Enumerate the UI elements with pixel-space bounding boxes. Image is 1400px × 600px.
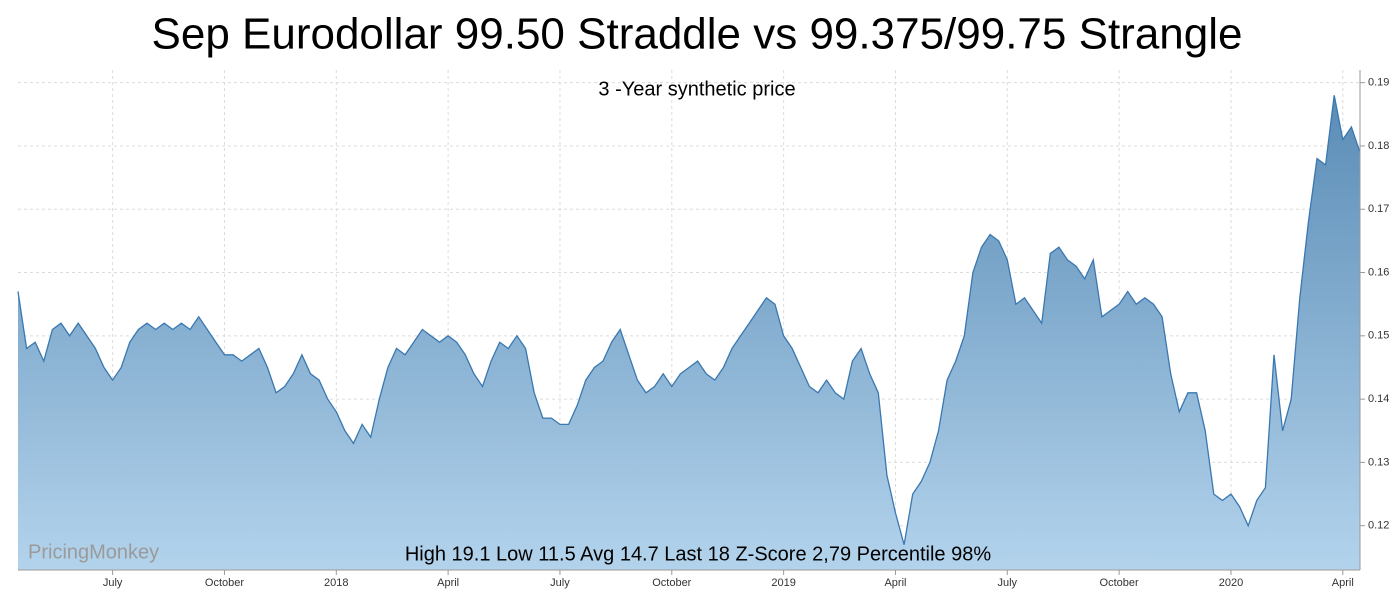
chart-subtitle: 3 -Year synthetic price (598, 78, 795, 100)
stats-annotation: High 19.1 Low 11.5 Avg 14.7 Last 18 Z-Sc… (405, 543, 992, 565)
x-tick-label: 2018 (324, 577, 348, 589)
x-tick-label: July (550, 577, 570, 589)
plot-area: 0.12 0.13 0.14 0.15 0.16 0.17 0.18 0.19 July Octo… (17, 70, 1389, 589)
series-line (17, 95, 1361, 545)
watermark: PricingMonkey (28, 541, 159, 563)
x-tick-label: 2020 (1219, 577, 1243, 589)
y-tick-label: 0.13 (1368, 456, 1389, 468)
x-tick-label: July (998, 577, 1018, 589)
x-tick-label: April (1332, 577, 1354, 589)
x-tick-label: October (205, 577, 244, 589)
y-tick-label: 0.19 (1368, 77, 1389, 89)
x-tick-label: April (884, 577, 906, 589)
y-tick-label: 0.18 (1368, 140, 1389, 152)
y-tick-label: 0.14 (1368, 393, 1389, 405)
chart-title: Sep Eurodollar 99.50 Straddle vs 99.375/… (152, 10, 1243, 59)
area-fill (18, 95, 1360, 571)
x-tick-label: October (1100, 577, 1139, 589)
x-tick-label: 2019 (771, 577, 795, 589)
x-tick-label: July (103, 577, 123, 589)
y-tick-label: 0.15 (1368, 330, 1389, 342)
y-tick-label: 0.17 (1368, 203, 1389, 215)
x-tick-label: April (437, 577, 459, 589)
x-tick-label: October (652, 577, 691, 589)
y-tick-label: 0.16 (1368, 266, 1389, 278)
y-tick-label: 0.12 (1368, 520, 1389, 532)
